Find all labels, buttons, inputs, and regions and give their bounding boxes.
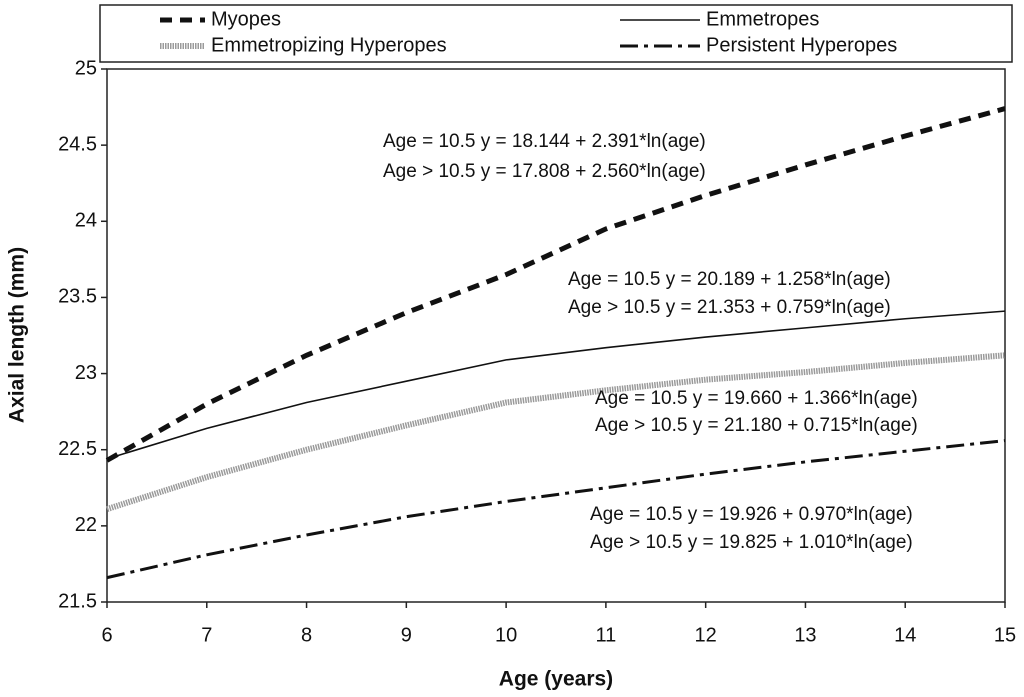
annotation: Age = 10.5 y = 19.660 + 1.366*ln(age) bbox=[595, 388, 918, 409]
series-line bbox=[106, 439, 1006, 580]
y-axis-title: Axial length (mm) bbox=[6, 247, 29, 423]
legend-label: Myopes bbox=[211, 8, 281, 30]
series-line bbox=[106, 352, 1006, 512]
annotation: Age = 10.5 y = 18.144 + 2.391*ln(age) bbox=[383, 131, 706, 152]
legend-label: Emmetropes bbox=[706, 8, 819, 30]
legend-label: Emmetropizing Hyperopes bbox=[211, 34, 447, 56]
annotation: Age > 10.5 y = 21.180 + 0.715*ln(age) bbox=[595, 415, 918, 436]
legend-label: Persistent Hyperopes bbox=[706, 34, 897, 56]
x-tick-label: 13 bbox=[794, 624, 816, 646]
plot-area bbox=[106, 68, 1006, 603]
x-tick-label: 9 bbox=[401, 624, 412, 646]
x-tick-label: 7 bbox=[201, 624, 212, 646]
x-axis-title: Age (years) bbox=[499, 668, 613, 691]
y-tick-label: 24 bbox=[75, 210, 97, 232]
x-tick-label: 10 bbox=[495, 624, 517, 646]
annotation: Age > 10.5 y = 17.808 + 2.560*ln(age) bbox=[383, 161, 706, 182]
series-line bbox=[106, 310, 1006, 460]
legend-box bbox=[99, 4, 1013, 63]
x-tick-label: 6 bbox=[101, 624, 112, 646]
annotation: Age = 10.5 y = 20.189 + 1.258*ln(age) bbox=[568, 269, 891, 290]
y-tick-label: 22.5 bbox=[58, 438, 97, 460]
annotation: Age = 10.5 y = 19.926 + 0.970*ln(age) bbox=[590, 504, 913, 525]
y-tick-label: 22 bbox=[75, 514, 97, 536]
x-tick-label: 8 bbox=[301, 624, 312, 646]
x-tick-label: 11 bbox=[596, 624, 617, 646]
x-tick-label: 12 bbox=[695, 624, 717, 646]
annotation: Age > 10.5 y = 19.825 + 1.010*ln(age) bbox=[590, 532, 913, 553]
x-tick-label: 15 bbox=[994, 624, 1016, 646]
y-tick-label: 23 bbox=[75, 362, 97, 384]
y-tick-label: 21.5 bbox=[58, 590, 97, 612]
y-tick-label: 25 bbox=[75, 57, 97, 79]
x-tick-label: 14 bbox=[894, 624, 916, 646]
series-line bbox=[105, 106, 1006, 463]
y-tick-label: 24.5 bbox=[58, 133, 97, 155]
y-tick-label: 23.5 bbox=[58, 286, 97, 308]
annotation: Age > 10.5 y = 21.353 + 0.759*ln(age) bbox=[568, 297, 891, 318]
